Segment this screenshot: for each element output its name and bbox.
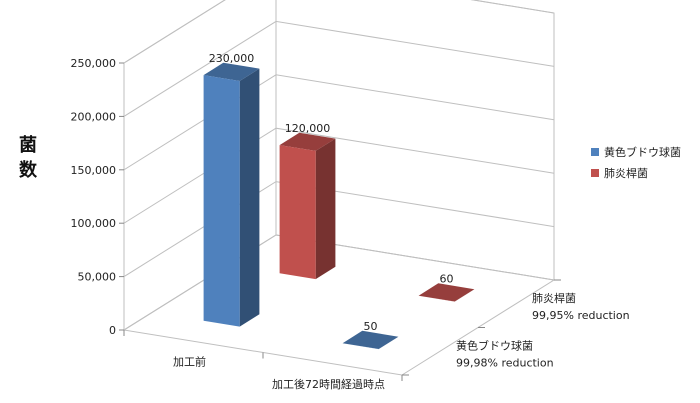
gridline xyxy=(123,181,555,278)
gridline xyxy=(123,74,555,171)
depth-axis-labels: 黄色ブドウ球菌 99,98% reduction 肺炎桿菌 99,95% reduct… xyxy=(456,291,630,370)
legend-label-series-1: 黄色ブドウ球菌 xyxy=(604,145,681,159)
depth-label: 99,98% reduction xyxy=(456,356,554,369)
data-label: 230,000 xyxy=(209,52,255,65)
depth-label: 肺炎桿菌 xyxy=(532,291,576,305)
data-label: 120,000 xyxy=(285,122,331,135)
gridline xyxy=(123,234,555,331)
y-axis-label-line2: 数 xyxy=(19,159,38,181)
y-axis-label-line1: 菌 xyxy=(19,135,37,156)
bar-series-1-cat-2 xyxy=(342,330,399,350)
y-tick-label: 200,000 xyxy=(71,110,117,123)
category-label: 加工前 xyxy=(173,354,206,368)
bar-top xyxy=(279,132,336,151)
bar-top xyxy=(203,62,260,81)
bar-top xyxy=(418,283,475,302)
data-labels: 60 120,000 50 230,000 xyxy=(209,52,454,333)
bar-side xyxy=(454,289,475,302)
legend-label-series-2: 肺炎桿菌 xyxy=(604,166,648,180)
gridline xyxy=(123,0,555,64)
depth-label: 99,95% reduction xyxy=(532,309,630,322)
legend-swatch-series-1 xyxy=(591,148,599,156)
y-tick-label: 0 xyxy=(109,324,116,337)
bars xyxy=(203,62,475,350)
y-tick-label: 100,000 xyxy=(71,217,117,230)
bar-side xyxy=(315,138,336,280)
gridline xyxy=(123,20,555,117)
y-tick-label: 250,000 xyxy=(71,57,117,70)
legend-swatch-series-2 xyxy=(591,169,599,177)
gridline xyxy=(123,127,555,224)
y-tick-label: 50,000 xyxy=(78,271,117,284)
data-label: 50 xyxy=(364,320,378,333)
bar-front xyxy=(203,75,240,327)
legend: 黄色ブドウ球菌 肺炎桿菌 xyxy=(591,145,681,180)
bar-series-1-cat-1 xyxy=(203,62,260,327)
bar-side xyxy=(239,68,260,327)
bar-series-2-cat-2 xyxy=(418,283,475,302)
y-tick-label: 150,000 xyxy=(71,164,117,177)
bar-front xyxy=(342,343,379,350)
bar-front xyxy=(418,295,455,302)
bar-front xyxy=(279,145,316,280)
bar-side xyxy=(378,336,399,350)
depth-label: 黄色ブドウ球菌 xyxy=(456,338,533,352)
y-axis-ticks: 0 50,000 100,000 150,000 200,000 250,000 xyxy=(71,57,117,337)
gridlines xyxy=(119,0,561,381)
bar-top xyxy=(342,330,399,349)
category-label: 加工後72時間経過時点 xyxy=(272,377,385,391)
data-label: 60 xyxy=(440,272,454,285)
bar-series-2-cat-1 xyxy=(279,132,336,280)
